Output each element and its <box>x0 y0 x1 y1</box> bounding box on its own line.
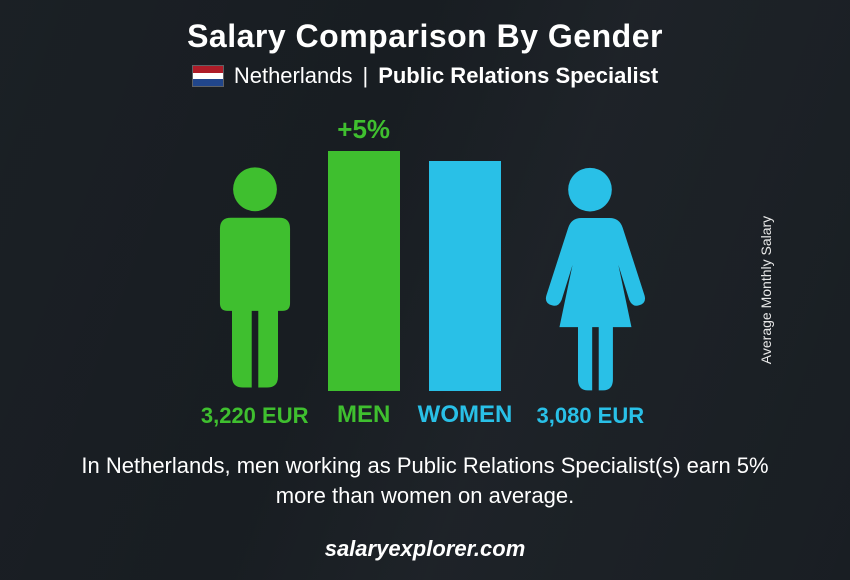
female-person-icon <box>530 163 650 393</box>
men-bar-block: +5% MEN <box>328 114 400 429</box>
subtitle-row: Netherlands | Public Relations Specialis… <box>0 63 850 89</box>
women-bar <box>429 161 501 391</box>
subtitle-job: Public Relations Specialist <box>378 63 658 89</box>
subtitle-separator: | <box>362 63 368 89</box>
summary-text: In Netherlands, men working as Public Re… <box>0 451 850 510</box>
y-axis-label: Average Monthly Salary <box>758 216 774 364</box>
male-salary-value: 3,220 EUR <box>201 403 309 429</box>
women-bar-label: WOMEN <box>418 401 513 429</box>
men-bar-label: MEN <box>337 401 390 429</box>
female-block: 3,080 EUR <box>530 163 650 429</box>
chart-area: 3,220 EUR +5% MEN WOMEN <box>0 109 850 429</box>
male-block: 3,220 EUR <box>200 163 310 429</box>
netherlands-flag-icon <box>192 65 224 87</box>
female-salary-value: 3,080 EUR <box>537 403 645 429</box>
page-title: Salary Comparison By Gender <box>0 18 850 55</box>
site-credit: salaryexplorer.com <box>0 536 850 562</box>
flag-stripe-bottom <box>193 79 223 86</box>
women-bar-block: WOMEN <box>418 161 513 429</box>
flag-stripe-top <box>193 66 223 73</box>
male-person-icon <box>200 163 310 393</box>
difference-label: +5% <box>337 114 390 145</box>
men-bar <box>328 151 400 391</box>
flag-stripe-middle <box>193 73 223 80</box>
subtitle-country: Netherlands <box>234 63 353 89</box>
